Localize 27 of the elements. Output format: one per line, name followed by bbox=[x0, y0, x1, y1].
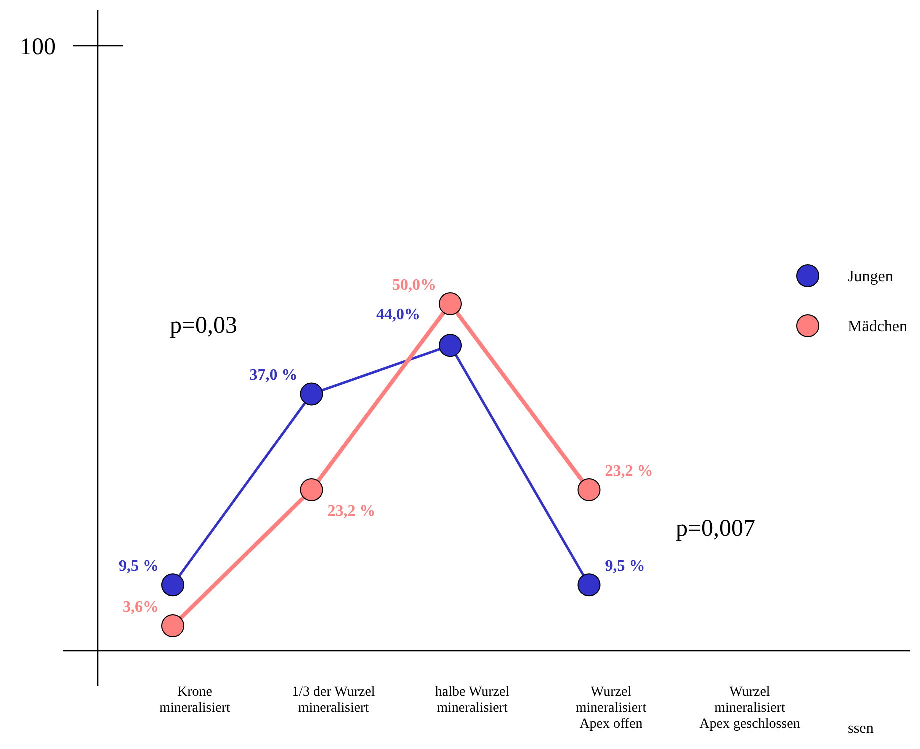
data-label: 37,0 % bbox=[250, 367, 298, 384]
x-tick-label: Wurzel mineralisiert Apex offen bbox=[576, 685, 647, 732]
data-label: 50,0% bbox=[392, 277, 436, 294]
annotation: p=0,007 bbox=[676, 516, 756, 542]
x-tick-label: 1/3 der Wurzel mineralisiert bbox=[292, 685, 376, 716]
legend-label: Mädchen bbox=[848, 318, 908, 336]
point bbox=[162, 574, 184, 597]
data-label: 9,5 % bbox=[605, 558, 646, 576]
data-label: 44,0% bbox=[376, 306, 420, 324]
data-label: 23,2 % bbox=[605, 462, 654, 480]
x-tick-label: Wurzel mineralisiert Apex geschlossen bbox=[700, 685, 800, 732]
x-tick-label: halbe Wurzel mineralisiert bbox=[435, 685, 510, 716]
point bbox=[439, 334, 462, 358]
text: ssen bbox=[848, 721, 874, 737]
point bbox=[300, 382, 324, 406]
data-label: 3,6% bbox=[123, 599, 159, 616]
annotation: p=0,03 bbox=[170, 313, 238, 339]
data-label: 9,5 % bbox=[119, 558, 159, 576]
point bbox=[578, 478, 601, 502]
data-label: 23,2 % bbox=[328, 502, 376, 520]
point bbox=[439, 292, 462, 316]
point bbox=[578, 574, 601, 597]
point bbox=[162, 614, 184, 638]
point bbox=[300, 478, 324, 502]
text: 100 bbox=[20, 34, 56, 60]
legend-label: Jungen bbox=[848, 268, 894, 286]
x-tick-label: Krone mineralisiert bbox=[160, 685, 230, 716]
